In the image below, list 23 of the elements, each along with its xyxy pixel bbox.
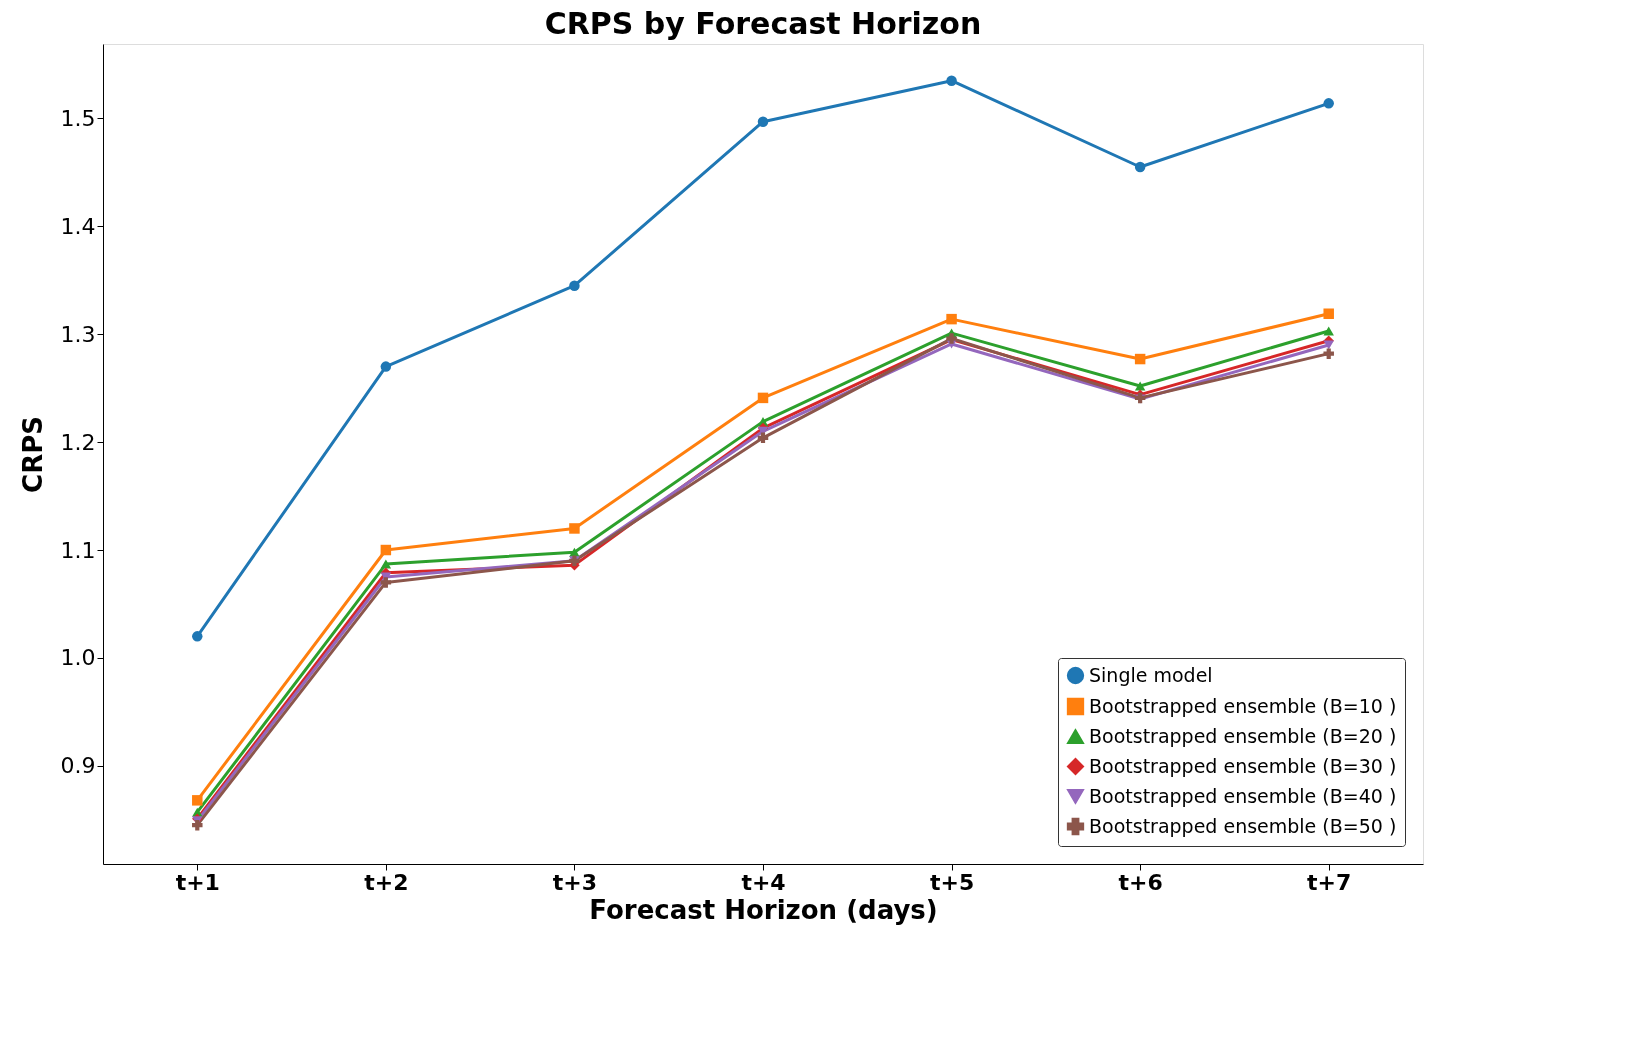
x-tick-label: t+4: [741, 869, 786, 895]
y-tick-label: 1.4: [60, 213, 96, 239]
legend-label: Bootstrapped ensemble (B=20 ): [1089, 724, 1397, 747]
x-tick-label: t+1: [175, 869, 220, 895]
x-tick-label: t+7: [1307, 869, 1352, 895]
y-tick-label: 0.9: [60, 753, 96, 779]
x-tick-label: t+5: [929, 869, 975, 895]
x-tick-label: t+6: [1118, 869, 1163, 895]
y-axis-title: CRPS: [17, 416, 48, 493]
legend-label: Bootstrapped ensemble (B=40 ): [1089, 784, 1397, 807]
y-tick-label: 1.3: [60, 321, 96, 347]
legend-label: Single model: [1089, 663, 1213, 686]
legend-label: Bootstrapped ensemble (B=10 ): [1089, 694, 1397, 717]
legend-label: Bootstrapped ensemble (B=50 ): [1089, 814, 1397, 837]
y-tick-label: 1.5: [60, 105, 96, 131]
chart-title: CRPS by Forecast Horizon: [544, 6, 982, 41]
y-tick-label: 1.1: [60, 537, 96, 563]
x-tick-label: t+2: [364, 869, 409, 895]
legend-label: Bootstrapped ensemble (B=30 ): [1089, 754, 1397, 777]
y-tick-label: 1.0: [60, 645, 96, 671]
y-tick-label: 1.2: [60, 429, 96, 455]
x-axis-title: Forecast Horizon (days): [589, 894, 938, 925]
x-tick-label: t+3: [552, 869, 598, 895]
